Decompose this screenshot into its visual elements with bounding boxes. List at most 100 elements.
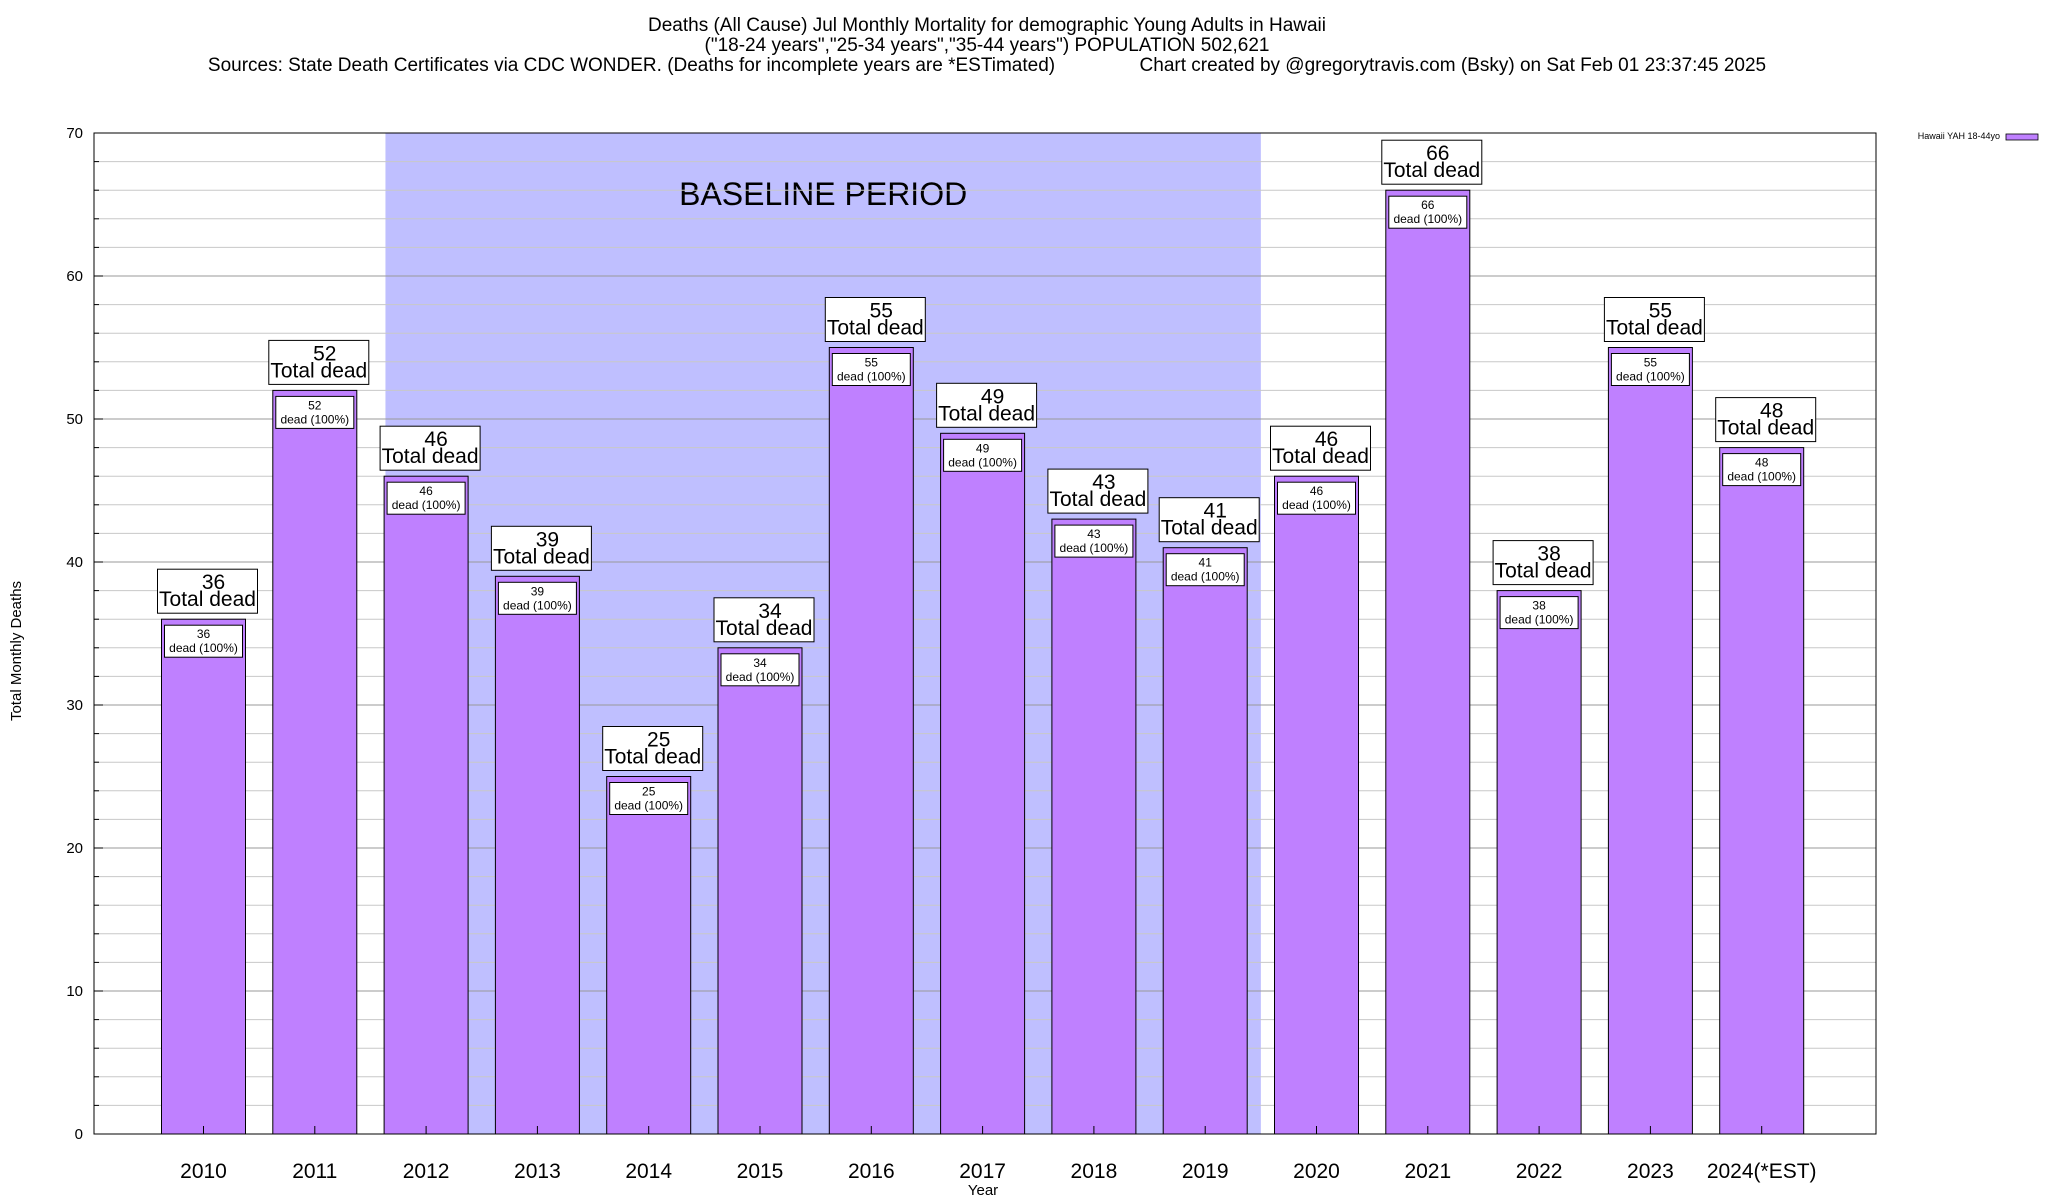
inner-label-value: 52 [308,398,322,412]
inner-label-text: dead (100%) [1393,212,1462,226]
top-label-value: 55 [1649,300,1672,323]
y-tick-label: 50 [66,411,83,428]
inner-label-box [1277,481,1356,515]
top-label-box [379,425,481,471]
inner-label-text: dead (100%) [948,455,1017,469]
y-tick-label: 10 [66,983,83,1000]
top-label-text: Total dead [159,588,256,611]
title-line-3: Sources: State Death Certificates via CD… [208,55,1766,76]
y-axis-label: Total Monthly Deaths [8,581,25,721]
inner-label-box [831,353,911,386]
bar [606,776,692,1135]
y-tick-label: 70 [66,125,83,142]
bar [940,432,1026,1135]
top-label-text: Total dead [1495,560,1592,583]
inner-label-text: dead (100%) [726,670,795,684]
top-label-text: Total dead [1272,445,1369,468]
x-tick-label: 2013 [514,1160,561,1183]
top-label-text: Total dead [938,402,1035,425]
inner-label-box [943,438,1023,472]
top-label-value: 38 [1537,543,1560,566]
inner-label-text: dead (100%) [614,799,683,813]
top-label-box [1047,468,1149,514]
plot-border [93,132,1877,1135]
x-tick-label: 2012 [403,1160,450,1183]
x-tick-label: 2017 [959,1160,1006,1183]
inner-label-value: 38 [1532,599,1546,613]
y-tick-label: 60 [66,268,83,285]
bar [383,475,469,1135]
top-label-box [1381,139,1483,185]
top-label-value: 39 [536,528,559,551]
bar [717,647,803,1135]
x-tick-label: 2021 [1404,1160,1451,1183]
x-axis-label: Year [968,1182,998,1199]
inner-label-text: dead (100%) [169,641,238,655]
top-label-box [1715,397,1817,443]
top-label-value: 36 [202,571,225,594]
bar [1719,447,1805,1135]
inner-label-value: 25 [642,785,656,799]
inner-label-text: dead (100%) [837,370,906,384]
inner-label-value: 55 [1644,356,1658,370]
top-label-value: 55 [870,300,893,323]
top-label-box [824,297,926,342]
inner-label-value: 66 [1421,198,1435,212]
top-label-value: 41 [1204,500,1227,523]
top-label-box [1270,425,1371,471]
top-label-text: Total dead [1049,488,1146,511]
inner-label-text: dead (100%) [1616,370,1685,384]
chart-title: Deaths (All Cause) Jul Monthly Mortality… [208,15,1766,76]
top-label-text: Total dead [1717,417,1814,440]
bar [1607,347,1693,1135]
inner-label-value: 46 [1310,484,1324,498]
inner-label-box [609,782,689,815]
top-label-text: Total dead [1161,517,1258,540]
top-label-box [268,339,370,385]
inner-label-box [720,653,800,687]
inner-label-value: 36 [197,627,211,641]
inner-label-box [1499,596,1579,630]
top-label-text: Total dead [1383,159,1480,182]
bar [161,618,246,1135]
title-line-2: ("18-24 years","25-34 years","35-44 year… [705,35,1270,56]
inner-label-text: dead (100%) [1060,541,1129,555]
inner-label-value: 43 [1087,527,1101,541]
inner-label-text: dead (100%) [280,412,349,426]
inner-label-value: 55 [865,356,879,370]
x-tick-label: 2011 [292,1160,337,1183]
inner-label-box [1054,524,1134,558]
x-tick-label: 2022 [1516,1160,1563,1183]
top-label-value: 43 [1092,471,1115,494]
top-label-box [1158,497,1260,543]
y-tick-label: 40 [66,554,83,571]
inner-label-value: 49 [976,441,990,455]
top-label-value: 48 [1760,400,1783,423]
baseline-label: BASELINE PERIOD [679,176,967,212]
top-label-text: Total dead [827,317,924,340]
inner-label-box [1722,453,1802,487]
top-label-value: 34 [758,600,782,623]
y-axis-ticks: 0 10 20 30 40 50 60 70 [66,125,103,1143]
bar [272,389,358,1135]
plot-frame [93,132,1877,1135]
inner-label-box [1388,195,1468,229]
title-line-1: Deaths (All Cause) Jul Monthly Mortality… [648,15,1326,36]
inner-label-text: dead (100%) [1505,613,1574,627]
bar [1162,547,1248,1135]
bar [1274,475,1359,1135]
x-tick-label: 2020 [1293,1160,1340,1183]
inner-label-value: 34 [753,656,767,670]
top-label-box [490,525,592,571]
inner-label-text: dead (100%) [392,498,461,512]
x-tick-label: 2018 [1071,1160,1118,1183]
top-label-text: Total dead [493,545,590,568]
